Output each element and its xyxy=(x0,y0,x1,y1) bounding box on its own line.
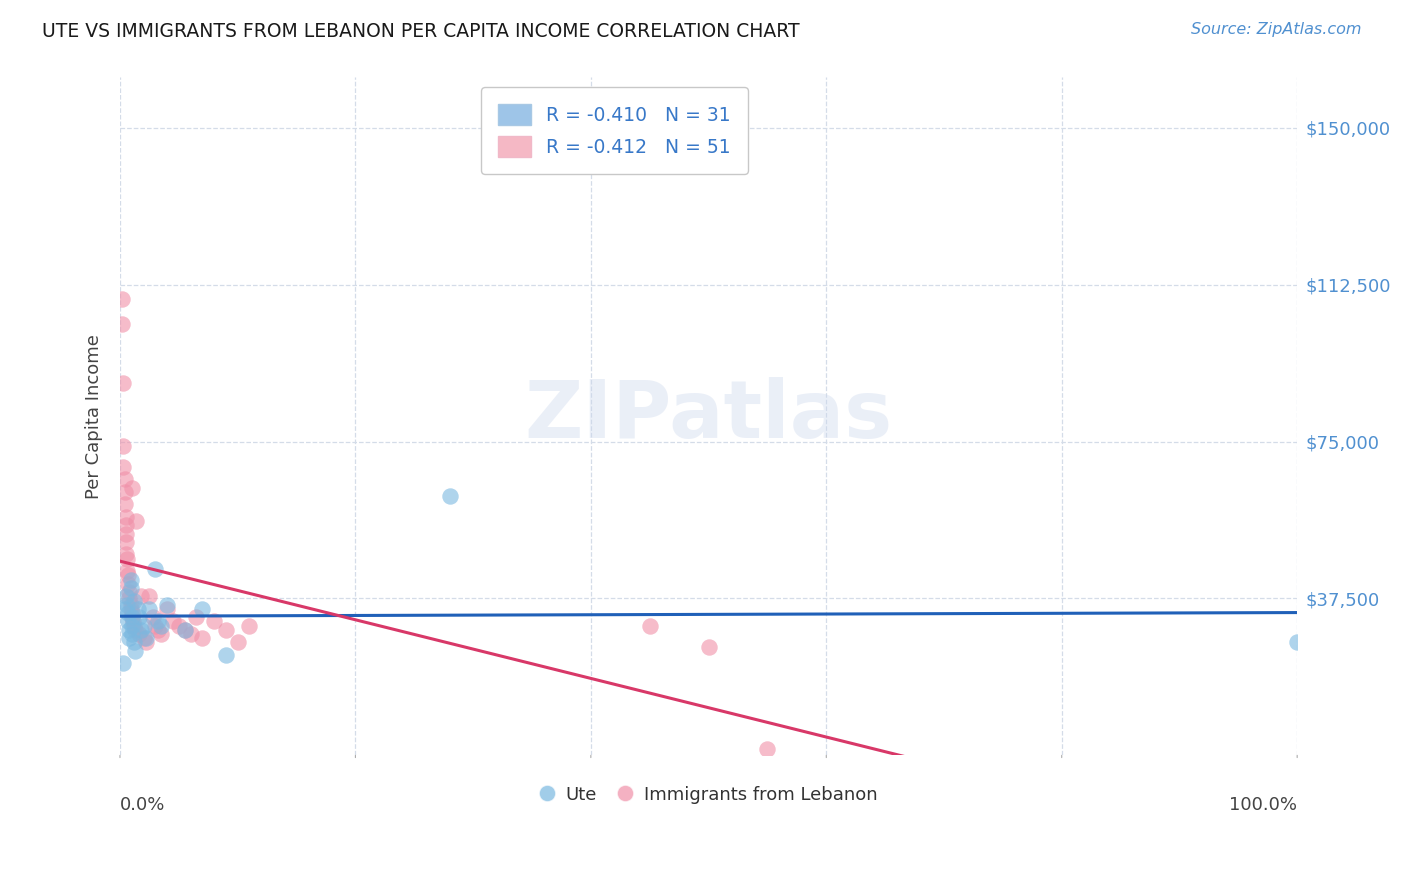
Point xyxy=(122,618,145,632)
Point xyxy=(150,627,173,641)
Point xyxy=(122,593,145,607)
Point xyxy=(115,548,138,562)
Point xyxy=(112,459,135,474)
Point xyxy=(162,615,184,629)
Point xyxy=(173,623,195,637)
Point xyxy=(112,657,135,671)
Point xyxy=(120,598,142,612)
Point xyxy=(121,606,143,620)
Point xyxy=(111,318,134,332)
Point xyxy=(120,602,142,616)
Point xyxy=(115,590,138,604)
Text: UTE VS IMMIGRANTS FROM LEBANON PER CAPITA INCOME CORRELATION CHART: UTE VS IMMIGRANTS FROM LEBANON PER CAPIT… xyxy=(42,22,800,41)
Point xyxy=(173,623,195,637)
Point xyxy=(226,635,249,649)
Point xyxy=(115,518,138,533)
Point xyxy=(697,640,720,654)
Legend: Ute, Immigrants from Lebanon: Ute, Immigrants from Lebanon xyxy=(533,779,884,811)
Point xyxy=(143,618,166,632)
Point xyxy=(180,627,202,641)
Point xyxy=(112,439,135,453)
Point xyxy=(138,602,160,616)
Point xyxy=(115,598,138,612)
Point xyxy=(638,618,661,632)
Point xyxy=(112,376,135,390)
Point xyxy=(115,564,138,578)
Point xyxy=(121,627,143,641)
Point xyxy=(114,602,136,616)
Point xyxy=(191,631,214,645)
Point xyxy=(121,481,143,495)
Point xyxy=(756,742,779,756)
Point xyxy=(135,635,157,649)
Point xyxy=(128,610,150,624)
Point xyxy=(118,623,141,637)
Point xyxy=(1286,635,1309,649)
Point xyxy=(191,602,214,616)
Point xyxy=(135,631,157,645)
Point xyxy=(115,526,138,541)
Point xyxy=(238,618,260,632)
Point xyxy=(117,606,139,620)
Point xyxy=(115,509,138,524)
Point xyxy=(120,581,142,595)
Point xyxy=(167,618,190,632)
Point xyxy=(115,551,138,566)
Point xyxy=(186,610,208,624)
Point xyxy=(129,590,152,604)
Point xyxy=(138,590,160,604)
Point xyxy=(118,631,141,645)
Text: Source: ZipAtlas.com: Source: ZipAtlas.com xyxy=(1191,22,1361,37)
Point xyxy=(215,623,238,637)
Point xyxy=(132,618,155,632)
Y-axis label: Per Capita Income: Per Capita Income xyxy=(86,334,103,499)
Point xyxy=(121,618,143,632)
Text: ZIPatlas: ZIPatlas xyxy=(524,377,893,456)
Point xyxy=(202,615,225,629)
Point xyxy=(120,573,142,587)
Point xyxy=(111,292,134,306)
Point xyxy=(118,591,141,606)
Point xyxy=(122,635,145,649)
Point xyxy=(121,610,143,624)
Point xyxy=(122,615,145,629)
Point xyxy=(117,576,139,591)
Point xyxy=(439,489,461,503)
Point xyxy=(146,623,169,637)
Point xyxy=(156,598,179,612)
Point xyxy=(132,631,155,645)
Point xyxy=(114,484,136,499)
Point xyxy=(118,585,141,599)
Point xyxy=(115,535,138,549)
Point xyxy=(124,623,146,637)
Point xyxy=(121,610,143,624)
Point xyxy=(143,562,166,576)
Text: 0.0%: 0.0% xyxy=(120,796,166,814)
Point xyxy=(117,615,139,629)
Point xyxy=(128,627,150,641)
Point xyxy=(215,648,238,662)
Point xyxy=(146,615,169,629)
Point xyxy=(124,644,146,658)
Text: 100.0%: 100.0% xyxy=(1229,796,1298,814)
Point xyxy=(142,610,165,624)
Point xyxy=(156,602,179,616)
Point xyxy=(117,568,139,582)
Point xyxy=(150,618,173,632)
Point xyxy=(114,497,136,511)
Point xyxy=(114,472,136,486)
Point xyxy=(127,602,149,616)
Point xyxy=(125,514,148,528)
Point xyxy=(129,623,152,637)
